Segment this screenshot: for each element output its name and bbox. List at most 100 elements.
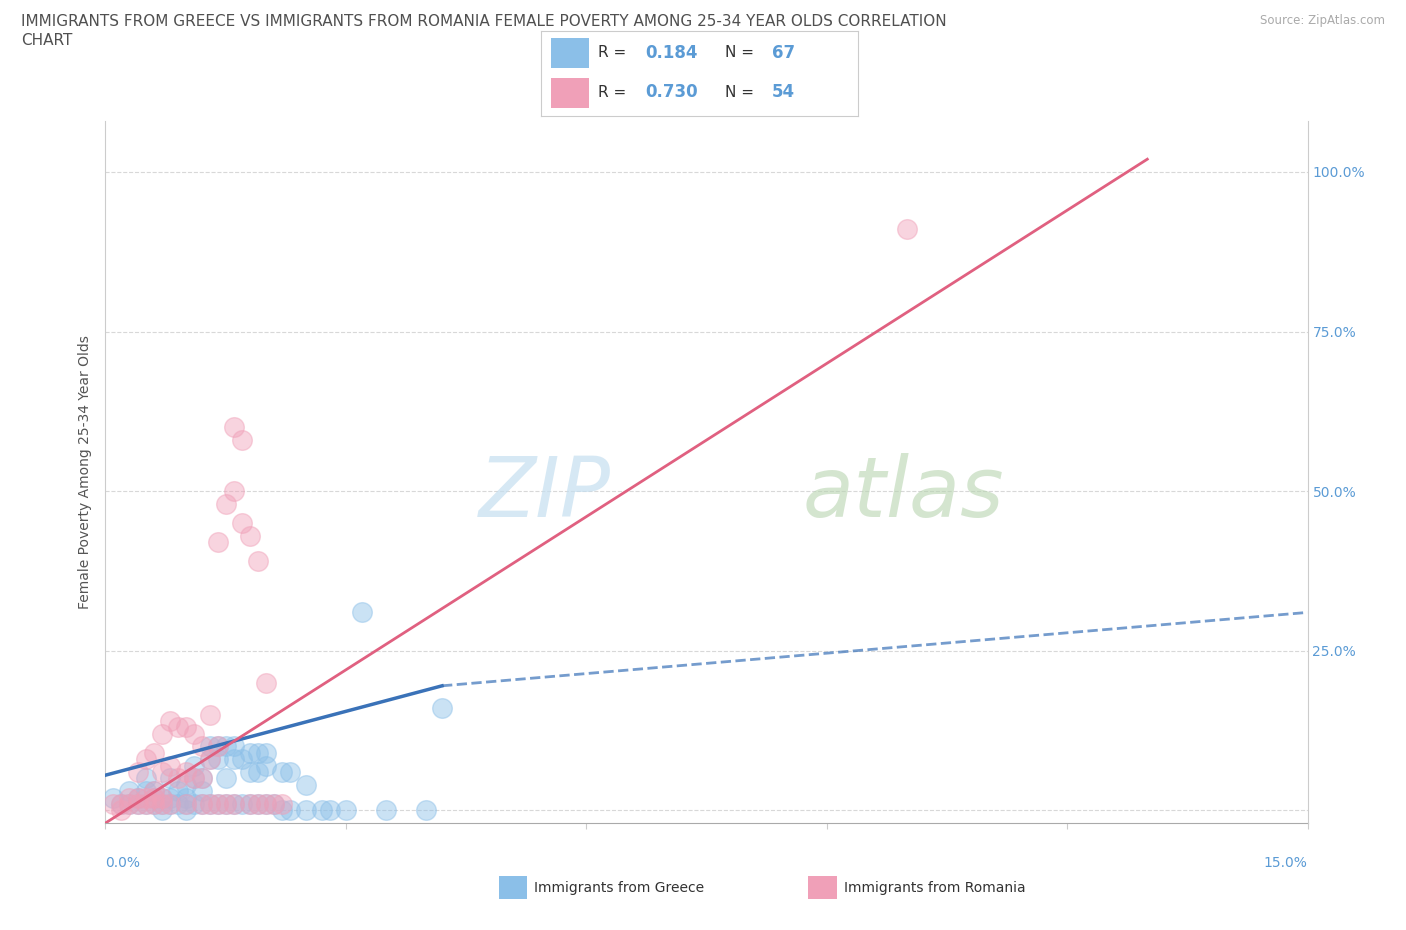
Bar [551,38,589,68]
Point [278,803,301,817]
Point [239,764,262,779]
Point [270,764,292,779]
Point [319,803,342,817]
Text: Immigrants from Romania: Immigrants from Romania [844,881,1025,896]
Point [254,758,277,773]
Text: R =: R = [599,46,631,60]
Point [374,803,398,817]
Point [183,726,205,741]
Point [350,605,373,620]
Point [190,796,212,811]
Point [159,796,181,811]
Point [110,796,132,811]
Text: R =: R = [599,85,631,100]
Point [207,796,229,811]
Point [214,771,236,786]
Point [127,796,149,811]
Point [150,796,173,811]
Point [174,720,197,735]
Point [118,796,141,811]
Point [183,771,205,786]
Point [246,796,269,811]
Point [135,784,157,799]
Point [183,796,205,811]
Text: N =: N = [725,46,759,60]
Point [159,771,181,786]
Point [150,803,173,817]
Point [254,675,277,690]
Point [278,764,301,779]
Y-axis label: Female Poverty Among 25-34 Year Olds: Female Poverty Among 25-34 Year Olds [79,335,93,609]
Point [142,796,165,811]
Point [142,796,165,811]
Point [118,784,141,799]
Point [135,796,157,811]
Point [214,739,236,754]
Point [142,784,165,799]
Point [222,484,245,498]
Text: Source: ZipAtlas.com: Source: ZipAtlas.com [1260,14,1385,27]
Point [246,746,269,761]
Point [110,796,132,811]
Point [135,751,157,766]
Point [231,751,253,766]
Point [270,796,292,811]
Point [190,739,212,754]
Point [246,554,269,569]
Text: Immigrants from Greece: Immigrants from Greece [534,881,704,896]
Point [166,796,188,811]
Point [207,739,229,754]
Point [142,790,165,805]
Text: 67: 67 [772,44,796,62]
Point [254,796,277,811]
Point [183,758,205,773]
Point [231,432,253,447]
Point [231,796,253,811]
Point [150,790,173,805]
Point [198,796,221,811]
Point [150,764,173,779]
Point [159,790,181,805]
Point [254,746,277,761]
Point [127,796,149,811]
Point [166,771,188,786]
Point [190,771,212,786]
Point [415,803,437,817]
Point [207,739,229,754]
Point [198,707,221,722]
Point [198,751,221,766]
Point [239,796,262,811]
Point [103,796,125,811]
Point [190,796,212,811]
Point [118,796,141,811]
Text: 0.184: 0.184 [645,44,699,62]
Point [142,746,165,761]
Point [207,751,229,766]
Text: 15.0%: 15.0% [1264,856,1308,870]
Bar [551,78,589,108]
Point [166,784,188,799]
Point [214,497,236,512]
Point [110,803,132,817]
Point [174,777,197,792]
Point [239,746,262,761]
Point [263,796,285,811]
Point [127,764,149,779]
Point [214,796,236,811]
Point [295,803,318,817]
Point [135,771,157,786]
Point [190,784,212,799]
Point [166,720,188,735]
Point [150,796,173,811]
Point [295,777,318,792]
Point [127,790,149,805]
Point [239,796,262,811]
Point [190,771,212,786]
Point [214,796,236,811]
Point [246,764,269,779]
Text: atlas: atlas [803,453,1004,534]
Point [430,700,453,715]
Point [896,222,918,237]
Point [207,535,229,550]
Point [231,515,253,530]
